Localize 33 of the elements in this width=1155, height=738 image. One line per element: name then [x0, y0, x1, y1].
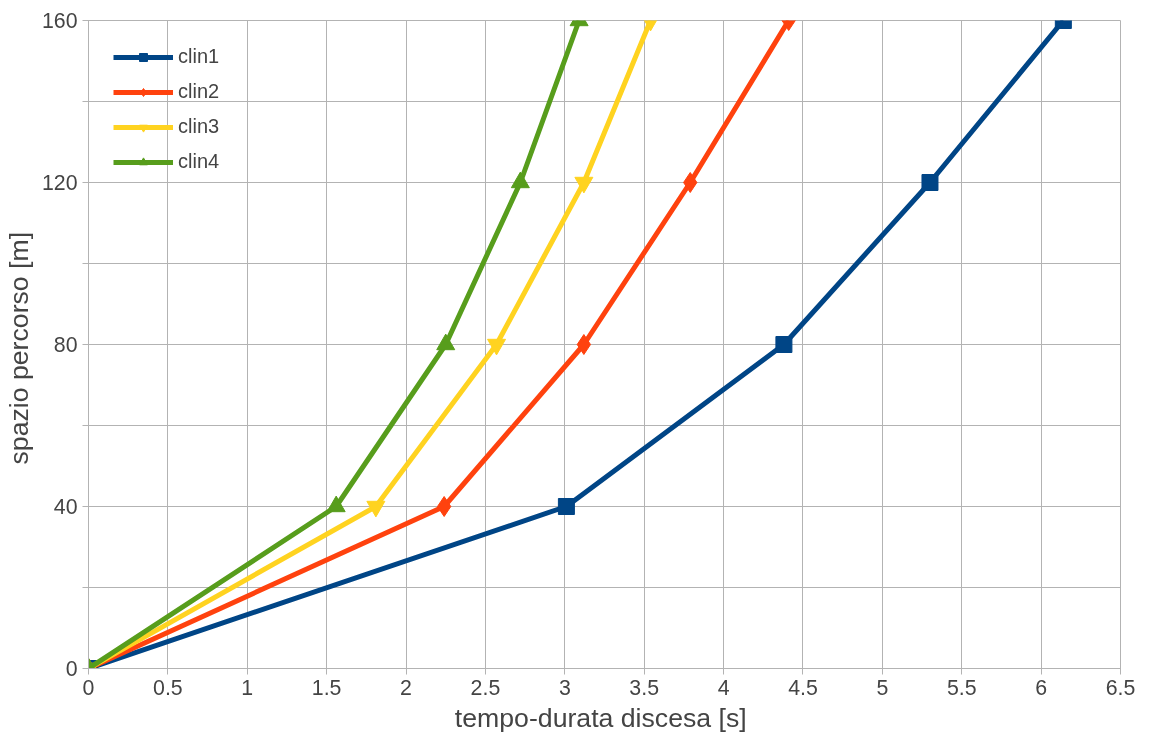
x-tick-label: 4 — [717, 675, 730, 700]
y-axis-title: spazio percorso [m] — [3, 231, 34, 465]
y-tick-label: 120 — [41, 171, 78, 195]
x-tick-label: 1.5 — [311, 675, 342, 700]
x-tick-label: 0 — [82, 675, 95, 700]
y-tick-label: 160 — [41, 9, 78, 33]
y-tick-label: 40 — [53, 495, 78, 519]
x-tick-label: 4.5 — [788, 675, 818, 700]
legend-label: clin1 — [178, 45, 220, 68]
point — [436, 496, 452, 517]
point — [775, 336, 793, 353]
legend-label: clin4 — [178, 150, 220, 173]
y-tick-label: 80 — [53, 333, 78, 357]
point — [574, 176, 594, 194]
point — [326, 495, 346, 513]
point — [683, 172, 698, 193]
x-tick-label: 5.5 — [946, 675, 977, 700]
point — [557, 498, 575, 515]
point — [576, 334, 592, 355]
x-tick-label: 5 — [876, 675, 889, 700]
point — [921, 174, 939, 191]
legend-label: clin2 — [178, 80, 220, 103]
x-tick-label: 6.5 — [1105, 675, 1136, 700]
x-tick-label: 0.5 — [153, 675, 183, 700]
legend-label: clin3 — [178, 115, 220, 138]
x-tick-label: 6 — [1035, 675, 1048, 700]
x-axis-title: tempo-durata discesa [s] — [454, 702, 747, 733]
x-tick-label: 3.5 — [629, 675, 660, 700]
x-tick-label: 2.5 — [470, 675, 501, 700]
x-tick-label: 1 — [241, 675, 254, 700]
x-tick-label: 3 — [558, 675, 571, 700]
y-tick-label: 0 — [65, 657, 78, 681]
x-tick-label: 2 — [400, 675, 412, 700]
